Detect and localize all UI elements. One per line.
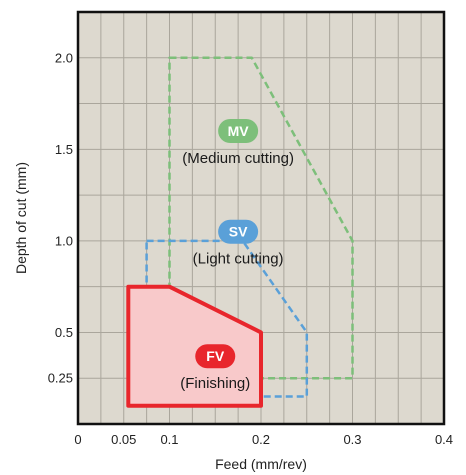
region-description: (Medium cutting): [182, 150, 294, 167]
label-pill: [195, 344, 236, 369]
region-code: SV: [229, 224, 248, 240]
label-sv: SV (Light cutting): [193, 219, 284, 268]
label-fv: FV (Finishing): [180, 344, 250, 392]
y-tick-label: 2.0: [55, 50, 73, 65]
region-code: FV: [206, 348, 225, 364]
x-tick-label: 0.3: [343, 432, 361, 447]
label-pill: [218, 119, 259, 144]
region-mv: [168, 56, 354, 380]
x-tick-label: 0.1: [160, 432, 178, 447]
region-code: MV: [228, 123, 250, 139]
y-tick-label: 1.0: [55, 233, 73, 248]
y-tick-label: 1.5: [55, 142, 73, 157]
region-fv: [126, 284, 263, 408]
x-tick-label: 0.2: [252, 432, 270, 447]
y-tick-labels: 0.25 0.5 1.0 1.5 2.0: [48, 50, 73, 385]
y-tick-label: 0.25: [48, 371, 73, 386]
label-pill: [218, 219, 259, 244]
region-labels: MV (Medium cutting) SV (Light cutting) FV (Fi…: [180, 119, 294, 392]
label-mv: MV (Medium cutting): [182, 119, 294, 167]
y-tick-label: 0.5: [55, 325, 73, 340]
grid: [78, 12, 444, 424]
plot-frame: [76, 10, 446, 426]
region-description: (Finishing): [180, 375, 250, 392]
x-tick-label: 0.4: [435, 432, 453, 447]
x-tick-label: 0.05: [111, 432, 136, 447]
regions: [126, 56, 354, 408]
y-axis-title: Depth of cut (mm): [13, 162, 29, 274]
region-description: (Light cutting): [193, 251, 284, 268]
x-tick-labels: 0 0.05 0.1 0.2 0.3 0.4: [74, 432, 453, 447]
x-tick-label: 0: [74, 432, 81, 447]
x-axis-title: Feed (mm/rev): [215, 456, 307, 472]
